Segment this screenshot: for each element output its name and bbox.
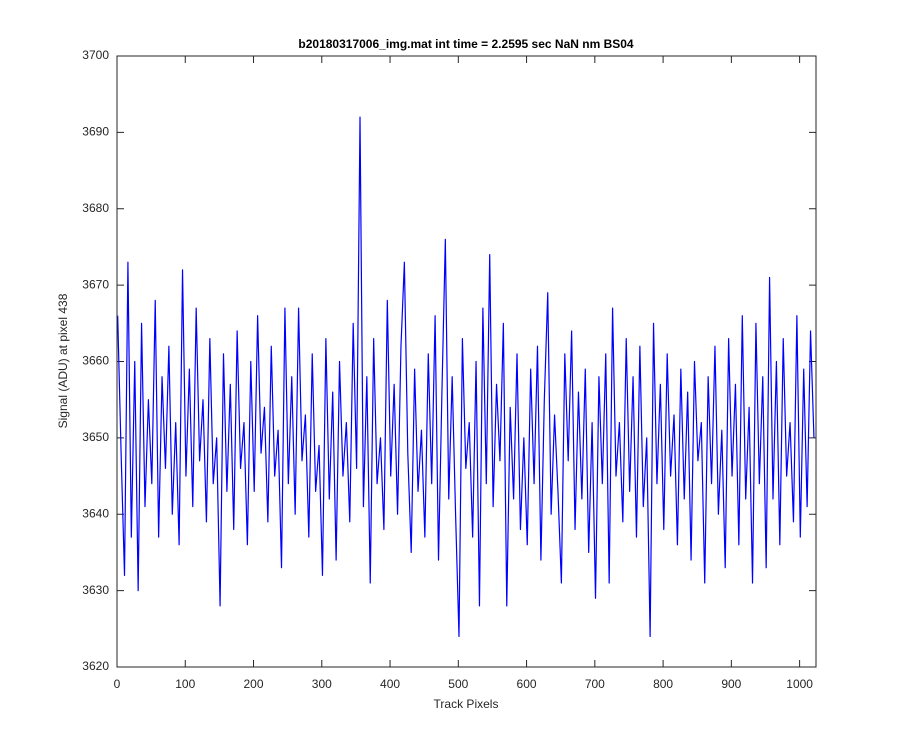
axes-box xyxy=(116,55,817,668)
y-tick-label: 3670 xyxy=(82,277,109,291)
y-tick-label: 3700 xyxy=(82,48,109,62)
x-tick-label: 500 xyxy=(448,677,468,691)
x-tick-label: 1000 xyxy=(786,677,813,691)
x-tick-label: 0 xyxy=(114,677,121,691)
x-tick-label: 100 xyxy=(175,677,195,691)
x-tick-label: 900 xyxy=(721,677,741,691)
y-tick-label: 3680 xyxy=(82,201,109,215)
y-tick-label: 3640 xyxy=(82,506,109,520)
y-tick-label: 3660 xyxy=(82,354,109,368)
x-tick-label: 200 xyxy=(244,677,264,691)
x-tick-label: 800 xyxy=(653,677,673,691)
x-tick-label: 600 xyxy=(517,677,537,691)
y-tick-label: 3690 xyxy=(82,125,109,139)
x-tick-label: 400 xyxy=(380,677,400,691)
y-tick-label: 3650 xyxy=(82,430,109,444)
chart-title: b20180317006_img.mat int time = 2.2595 s… xyxy=(298,37,634,51)
x-axis-label: Track Pixels xyxy=(434,697,499,711)
y-tick-label: 3620 xyxy=(82,659,109,673)
plot-area xyxy=(117,56,816,667)
signal-line xyxy=(117,116,815,638)
x-tick-label: 300 xyxy=(312,677,332,691)
x-tick-label: 700 xyxy=(585,677,605,691)
y-tick-label: 3630 xyxy=(82,583,109,597)
y-axis-label: Signal (ADU) at pixel 438 xyxy=(56,293,70,428)
